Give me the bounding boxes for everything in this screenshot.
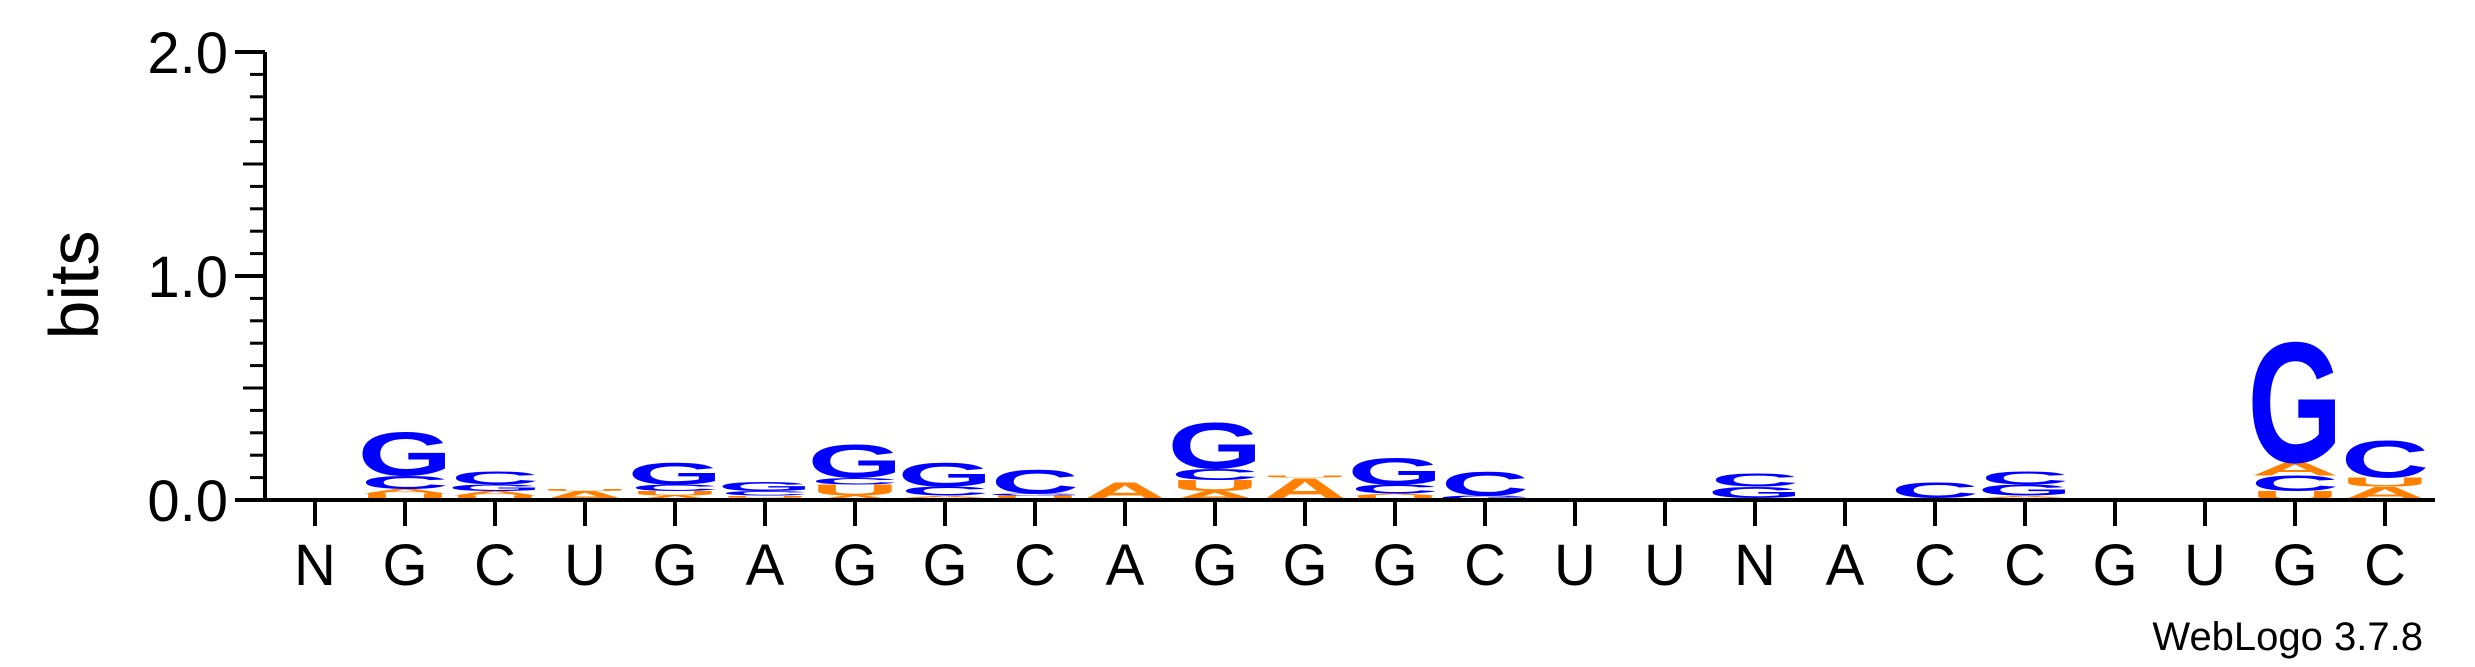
y-tick-label: 1.0 (147, 245, 228, 310)
logo-letter-g: G (1347, 451, 1442, 493)
x-tick-label: A (1106, 533, 1145, 598)
x-tick-label: C (2364, 533, 2406, 598)
logo-letter-g: G (1167, 409, 1262, 483)
logo-letter-c: C (721, 490, 809, 497)
logo-letter-c: C (991, 463, 1079, 501)
x-tick-label: G (652, 533, 697, 598)
logo-letter-u: U (811, 482, 899, 499)
y-tick-label: 0.0 (147, 469, 228, 534)
x-tick-label: G (2092, 533, 2137, 598)
x-tick-label: C (1014, 533, 1056, 598)
logo-letter-c: C (901, 484, 989, 498)
logo-letter-c: C (1351, 482, 1439, 496)
logo-letter-c: C (361, 472, 449, 493)
x-tick-label: U (1644, 533, 1686, 598)
logo-letter-a: A (811, 494, 899, 501)
y-axis-title: bits (35, 231, 113, 340)
logo-letter-c: C (631, 483, 719, 493)
logo-letter-g: G (357, 419, 452, 489)
logo-letter-g: G (1977, 482, 2072, 499)
logo-letter-a: A (1981, 495, 2069, 498)
x-tick-label: C (1914, 533, 1956, 598)
logo-letter-a: A (2251, 458, 2339, 479)
logo-letter-c: C (811, 476, 899, 486)
x-tick-label: A (1826, 533, 1865, 598)
logo-letter-c: C (1171, 466, 1259, 483)
logo-letter-c: C (451, 467, 539, 488)
x-tick-label: U (564, 533, 606, 598)
x-tick-label: U (1554, 533, 1596, 598)
x-tick-label: U (2184, 533, 2226, 598)
x-tick-label: G (832, 533, 877, 598)
x-tick-label: G (1282, 533, 1327, 598)
logo-letter-c: C (1711, 470, 1799, 491)
logo-stacks: UACGUAGCAUAUCGAUCGAUCGUACGUGCAAUCGAUUACG… (357, 306, 2429, 506)
axes: 0.01.02.0N G C U G A G G C A G G G C U U N A C C G U G C (147, 21, 2435, 598)
x-tick-label: N (294, 533, 336, 598)
x-tick-label: G (382, 533, 427, 598)
logo-letter-u: U (1261, 475, 1349, 478)
logo-letter-a: A (451, 490, 539, 497)
x-tick-label: C (474, 533, 516, 598)
logo-letter-g: G (2247, 306, 2342, 499)
logo-letter-c: C (1441, 465, 1529, 503)
logo-letter-u: U (631, 490, 719, 497)
logo-letter-u: U (1351, 494, 1439, 501)
logo-letter-u: U (991, 494, 1079, 501)
x-tick-label: G (922, 533, 967, 598)
logo-letter-g: G (807, 435, 902, 488)
x-tick-label: G (1192, 533, 1237, 598)
logo-letter-u: U (1171, 477, 1259, 494)
logo-letter-a: A (631, 494, 719, 501)
x-tick-label: G (1372, 533, 1417, 598)
y-tick-label: 2.0 (147, 21, 228, 86)
logo-letter-u: U (2341, 475, 2429, 489)
logo-letter-g: G (1437, 494, 1532, 501)
logo-letter-g: G (897, 456, 992, 494)
x-tick-label: C (2004, 533, 2046, 598)
logo-letter-u: U (451, 494, 539, 501)
logo-letter-u: U (721, 495, 809, 498)
weblogo-credit: WebLogo 3.7.8 (2152, 615, 2423, 659)
x-tick-label: N (1734, 533, 1776, 598)
logo-letter-g: G (717, 480, 812, 494)
x-tick-label: A (746, 533, 785, 598)
x-tick-label: G (2272, 533, 2317, 598)
logo-letter-g: G (1707, 484, 1802, 501)
x-tick-label: C (1464, 533, 1506, 598)
logo-letter-c: C (2251, 471, 2339, 495)
logo-letter-a: A (901, 495, 989, 498)
logo-letter-a: A (361, 488, 449, 495)
logo-letter-u: U (541, 488, 629, 491)
logo-letter-a: A (1351, 493, 1439, 496)
logo-letter-u: U (361, 492, 449, 502)
logo-letter-c: C (1981, 467, 2069, 488)
logo-letter-g: G (987, 493, 1082, 496)
logo-letter-g: G (447, 483, 542, 493)
logo-letter-c: C (2341, 430, 2429, 489)
logo-letter-g: G (627, 456, 722, 491)
